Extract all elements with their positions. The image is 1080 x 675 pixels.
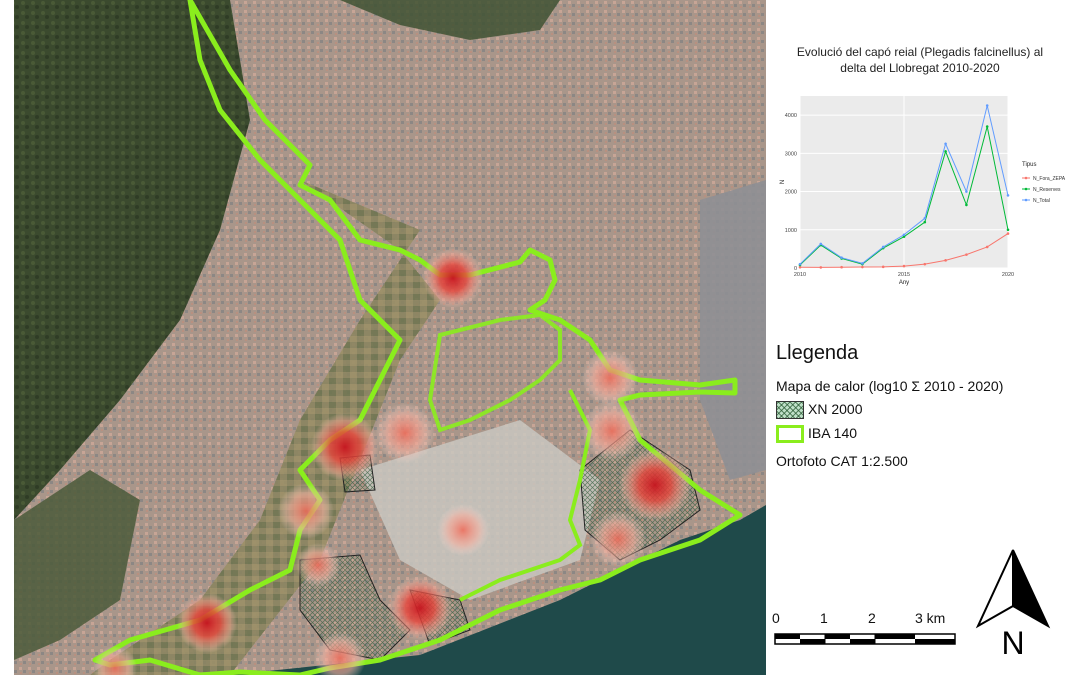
chart-ytick-label: 4000 bbox=[785, 113, 797, 119]
forest-area bbox=[340, 0, 560, 40]
chart-point bbox=[944, 259, 947, 262]
chart-point bbox=[985, 104, 989, 107]
chart-legend-key bbox=[1024, 187, 1028, 191]
chart-legend-label: N_Reserves bbox=[1033, 187, 1061, 193]
chart-point bbox=[985, 125, 989, 128]
chart-point bbox=[965, 190, 968, 193]
heatmap-spot bbox=[311, 413, 379, 481]
iba-140-boundary bbox=[92, 0, 743, 675]
iba-140-boundary bbox=[427, 312, 562, 433]
chart-point bbox=[923, 262, 927, 266]
chart-point bbox=[985, 245, 989, 249]
chart-point bbox=[798, 265, 802, 269]
chart-legend-key bbox=[1024, 176, 1028, 180]
chart-xtick-label: 2015 bbox=[898, 272, 910, 278]
heatmap-spot bbox=[582, 350, 638, 406]
legend-xn2000-label: XN 2000 bbox=[808, 401, 863, 417]
chart-point bbox=[861, 262, 864, 265]
map-margin bbox=[0, 0, 14, 675]
chart-ytick-label: 3000 bbox=[785, 151, 797, 157]
iba-swatch bbox=[776, 425, 804, 443]
chart-point bbox=[965, 203, 968, 207]
scale-label: 2 bbox=[868, 610, 876, 626]
chart-xlabel: Any bbox=[899, 280, 909, 286]
chart-point bbox=[819, 242, 823, 246]
chart-legend-label: N_Total bbox=[1033, 198, 1050, 204]
chart-point bbox=[840, 265, 843, 269]
chart-point bbox=[944, 142, 947, 146]
chart-point bbox=[902, 233, 906, 237]
heatmap-spot bbox=[619, 449, 691, 521]
line-chart: 0 1000 2000 3000 4000 2010 2015 2020 Any N Tipus N_… bbox=[780, 96, 1066, 286]
heatmap-spot bbox=[375, 403, 435, 463]
legend-title: Llegenda bbox=[776, 342, 859, 364]
chart-title-line: delta del Llobregat 2010-2020 bbox=[840, 61, 1000, 75]
chart-point bbox=[923, 217, 927, 220]
chart-point bbox=[902, 264, 906, 268]
chart-point bbox=[923, 220, 927, 224]
chart-point bbox=[1006, 232, 1010, 235]
legend-heatmap-label: Mapa de calor (log10 Σ 2010 - 2020) bbox=[776, 378, 1004, 394]
legend-iba-label: IBA 140 bbox=[808, 425, 858, 441]
chart-point bbox=[902, 235, 906, 238]
chart-ytick-label: 0 bbox=[794, 266, 797, 272]
heatmap-spot bbox=[582, 401, 642, 461]
chart-ytick-label: 2000 bbox=[785, 190, 797, 196]
chart-point bbox=[944, 150, 947, 153]
scale-label: 0 bbox=[772, 610, 780, 626]
north-arrow-icon: N bbox=[975, 549, 1051, 661]
xn2000-swatch bbox=[776, 401, 804, 419]
chart-point bbox=[861, 265, 864, 269]
chart-ylabel: N bbox=[780, 180, 786, 184]
chart-ytick-label: 1000 bbox=[785, 228, 797, 234]
chart-title: Evolució del capó reial (Plegadis falcin… bbox=[770, 44, 1070, 76]
forest-area bbox=[14, 470, 140, 660]
scale-label: 3 km bbox=[915, 610, 946, 626]
chart-point bbox=[965, 253, 968, 256]
chart-point bbox=[798, 262, 802, 266]
chart-point bbox=[819, 266, 823, 269]
chart-xtick-label: 2020 bbox=[1002, 272, 1014, 278]
chart-point bbox=[881, 245, 885, 249]
heatmap-spot bbox=[437, 504, 489, 556]
chart-xtick-label: 2010 bbox=[794, 272, 806, 278]
chart-point bbox=[1006, 194, 1010, 197]
scale-label: 1 bbox=[820, 610, 828, 626]
heatmap-spot bbox=[177, 593, 237, 653]
port-area bbox=[700, 180, 766, 480]
chart-legend-key bbox=[1024, 198, 1028, 202]
legend-ortho-label: Ortofoto CAT 1:2.500 bbox=[776, 453, 908, 469]
heatmap-spot bbox=[423, 248, 483, 308]
heatmap-spot bbox=[296, 543, 340, 587]
heatmap-spot bbox=[590, 511, 646, 567]
heatmap-spot bbox=[93, 646, 137, 675]
chart-legend-title: Tipus bbox=[1022, 162, 1036, 168]
heatmap-spot bbox=[388, 576, 452, 640]
chart-point bbox=[1006, 228, 1010, 232]
scale-bar bbox=[774, 633, 956, 645]
chart-legend-label: N_Fora_ZEPA bbox=[1033, 176, 1066, 182]
heatmap-spot bbox=[314, 632, 366, 675]
chart-point bbox=[881, 265, 885, 269]
airport bbox=[360, 420, 600, 600]
sea bbox=[230, 505, 766, 675]
forest-area bbox=[14, 0, 250, 520]
north-label: N bbox=[1001, 625, 1024, 661]
chart-title-line: Evolució del capó reial (Plegadis falcin… bbox=[796, 45, 1044, 59]
heatmap-spot bbox=[278, 483, 334, 539]
chart-point bbox=[840, 256, 843, 259]
